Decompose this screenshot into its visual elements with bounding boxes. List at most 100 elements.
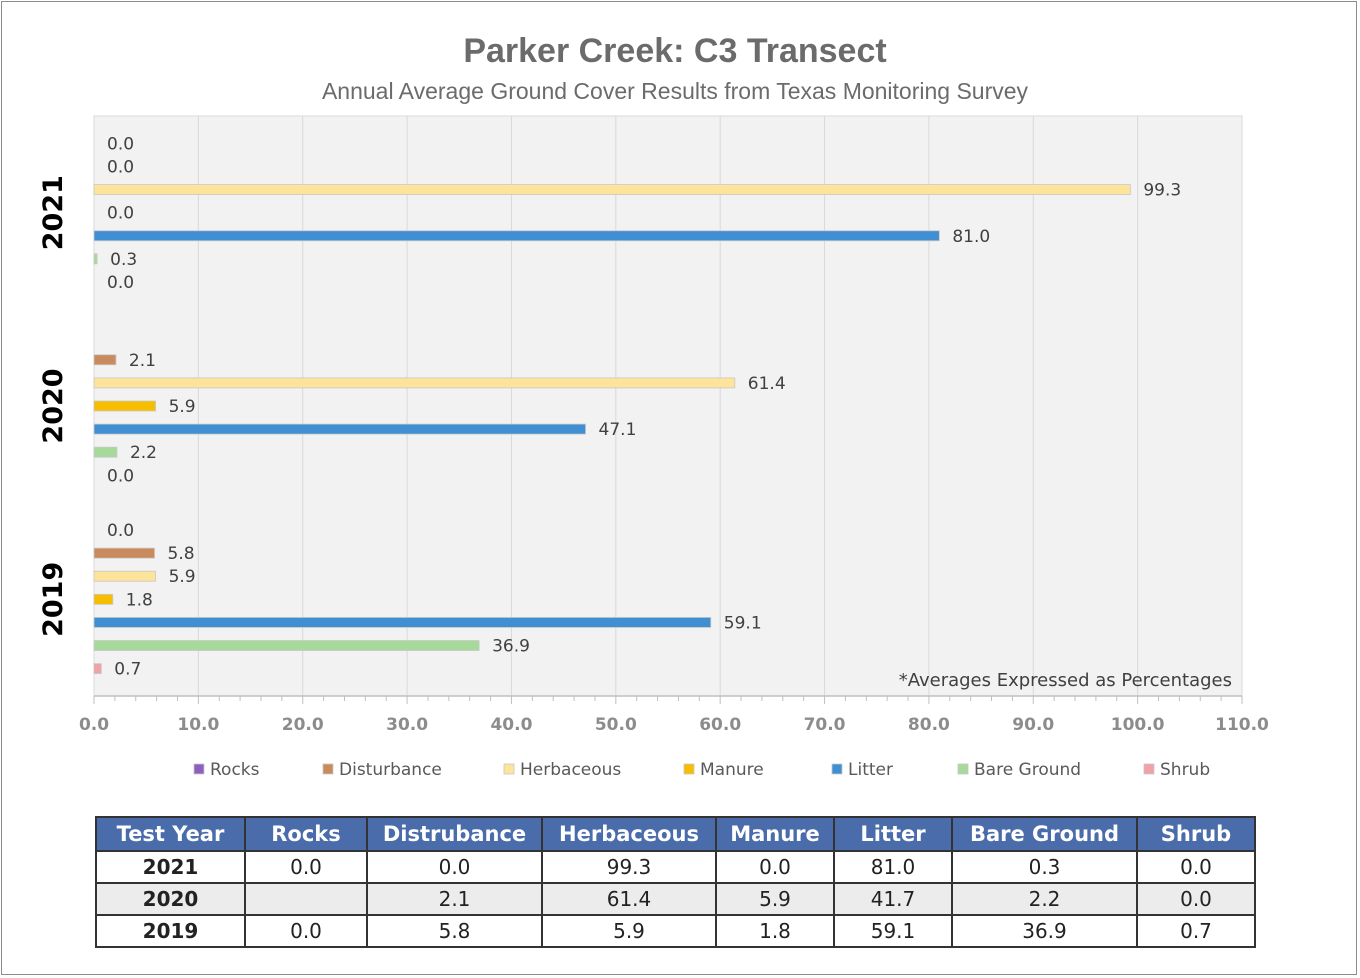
legend-entry: Bare Ground xyxy=(974,760,1081,780)
data-label: 2.2 xyxy=(130,443,157,463)
legend-entry: Shrub xyxy=(1160,760,1210,780)
y-category-label: 2020 xyxy=(38,368,69,443)
x-tick-label: 50.0 xyxy=(595,715,637,735)
data-label: 61.4 xyxy=(748,374,786,394)
y-category-label: 2021 xyxy=(38,175,69,250)
table-cell xyxy=(244,882,368,916)
data-label: 99.3 xyxy=(1143,181,1181,201)
legend-swatch xyxy=(193,763,205,775)
data-table: Test Year Rocks Distrubance Herbaceous Manur… xyxy=(95,816,1256,948)
legend-swatch xyxy=(503,763,515,775)
table-cell: 0.7 xyxy=(1136,914,1256,948)
bar-chart: 0.0 0.0 99.3 0.0 81.0 0.3 0.0 2.1 61.4 5.9 47.1 2.2… xyxy=(38,115,1269,780)
bar-herbaceous-2019 xyxy=(93,570,156,582)
x-tick-label: 80.0 xyxy=(908,715,950,735)
data-label: 5.9 xyxy=(169,567,196,587)
bar-disturbance-2020 xyxy=(93,354,117,366)
table-cell: 0.0 xyxy=(1136,882,1256,916)
data-label: 59.1 xyxy=(724,613,762,633)
x-tick-label: 20.0 xyxy=(282,715,324,735)
x-tick-label: 10.0 xyxy=(177,715,219,735)
data-label: 81.0 xyxy=(952,227,990,247)
table-cell: 2.2 xyxy=(951,882,1138,916)
x-tick-label: 30.0 xyxy=(386,715,428,735)
chart-title: Parker Creek: C3 Transect xyxy=(463,32,887,70)
x-tick-label: 40.0 xyxy=(490,715,532,735)
table-header-cell: Test Year xyxy=(95,816,246,852)
legend-swatch xyxy=(957,763,969,775)
bar-bare-ground-2019 xyxy=(93,640,480,651)
table-cell: 36.9 xyxy=(951,914,1138,948)
x-tick-label: 0.0 xyxy=(79,715,109,735)
table-cell: 81.0 xyxy=(833,850,953,884)
data-label: 0.0 xyxy=(107,273,134,293)
table-cell: 99.3 xyxy=(541,850,717,884)
table-header-cell: Litter xyxy=(833,816,953,852)
table-cell: 5.9 xyxy=(715,882,835,916)
table-cell: 1.8 xyxy=(715,914,835,948)
data-label: 5.8 xyxy=(168,544,195,564)
table-cell: 5.9 xyxy=(541,914,717,948)
table-header-cell: Rocks xyxy=(244,816,368,852)
legend-swatch xyxy=(683,763,695,775)
data-labels: 0.0 0.0 99.3 0.0 81.0 0.3 0.0 2.1 61.4 5.9 47.1 2.2… xyxy=(107,134,1181,679)
table-cell: 0.0 xyxy=(1136,850,1256,884)
table-header-cell: Distrubance xyxy=(366,816,543,852)
data-label: 47.1 xyxy=(599,420,637,440)
table-cell: 0.0 xyxy=(244,914,368,948)
bar-herbaceous-2020 xyxy=(93,377,736,389)
bar-disturbance-2019 xyxy=(93,547,155,559)
legend-entry: Manure xyxy=(700,760,764,780)
y-axis-categories: 2021 2020 2019 xyxy=(38,175,69,637)
x-axis: 0.0 10.0 20.0 30.0 40.0 50.0 60.0 70.0 80.0 90.0 1… xyxy=(79,695,1269,735)
legend-entry: Herbaceous xyxy=(520,760,621,780)
legend-swatch xyxy=(831,763,843,775)
table-cell: 41.7 xyxy=(833,882,953,916)
table-cell: 61.4 xyxy=(541,882,717,916)
table-cell: 0.3 xyxy=(951,850,1138,884)
table-row: 2019 0.0 5.8 5.9 1.8 59.1 36.9 0.7 xyxy=(95,914,1256,948)
data-label: 0.0 xyxy=(107,134,134,154)
x-tick-label: 60.0 xyxy=(699,715,741,735)
plot-area xyxy=(93,115,1243,697)
bar-shrub-2019 xyxy=(93,663,102,675)
table-year-cell: 2021 xyxy=(95,850,246,884)
chart-subtitle: Annual Average Ground Cover Results from… xyxy=(321,78,1029,104)
table-row: 2021 0.0 0.0 99.3 0.0 81.0 0.3 0.0 xyxy=(95,850,1256,884)
table-year-cell: 2020 xyxy=(95,882,246,916)
table-row: 2020 2.1 61.4 5.9 41.7 2.2 0.0 xyxy=(95,882,1256,916)
legend: Rocks Disturbance Herbaceous Manure Litter Ba… xyxy=(193,760,1210,780)
data-label: 36.9 xyxy=(492,637,530,657)
data-label: 0.0 xyxy=(107,157,134,177)
legend-swatch xyxy=(1143,763,1155,775)
data-label: 0.0 xyxy=(107,204,134,224)
table-cell: 2.1 xyxy=(366,882,543,916)
data-label: 0.7 xyxy=(114,660,141,680)
bar-herbaceous-2021 xyxy=(93,184,1131,195)
x-tick-label: 110.0 xyxy=(1215,715,1269,735)
x-tick-label: 100.0 xyxy=(1111,715,1165,735)
table-year-cell: 2019 xyxy=(95,914,246,948)
data-label: 0.0 xyxy=(107,521,134,541)
data-label: 0.3 xyxy=(110,250,137,270)
legend-entry: Disturbance xyxy=(339,760,442,780)
table-cell: 59.1 xyxy=(833,914,953,948)
data-label: 5.9 xyxy=(169,397,196,417)
bar-litter-2019 xyxy=(93,617,712,628)
y-category-label: 2019 xyxy=(38,562,69,637)
legend-entry: Litter xyxy=(848,760,893,780)
table-cell: 0.0 xyxy=(244,850,368,884)
legend-swatch xyxy=(322,763,334,775)
bar-bare-ground-2021 xyxy=(93,253,98,265)
table-cell: 0.0 xyxy=(366,850,543,884)
table-header-cell: Herbaceous xyxy=(541,816,717,852)
gridlines xyxy=(197,116,1243,696)
table-header-cell: Manure xyxy=(715,816,835,852)
table-body: 2021 0.0 0.0 99.3 0.0 81.0 0.3 0.0 2020 2.1 61.4 5.… xyxy=(95,850,1256,948)
table-header-cell: Bare Ground xyxy=(951,816,1138,852)
table-cell: 0.0 xyxy=(715,850,835,884)
table-header-cell: Shrub xyxy=(1136,816,1256,852)
bar-manure-2020 xyxy=(93,400,156,412)
chart-annotation: *Averages Expressed as Percentages xyxy=(899,670,1232,691)
data-label: 2.1 xyxy=(129,351,156,371)
